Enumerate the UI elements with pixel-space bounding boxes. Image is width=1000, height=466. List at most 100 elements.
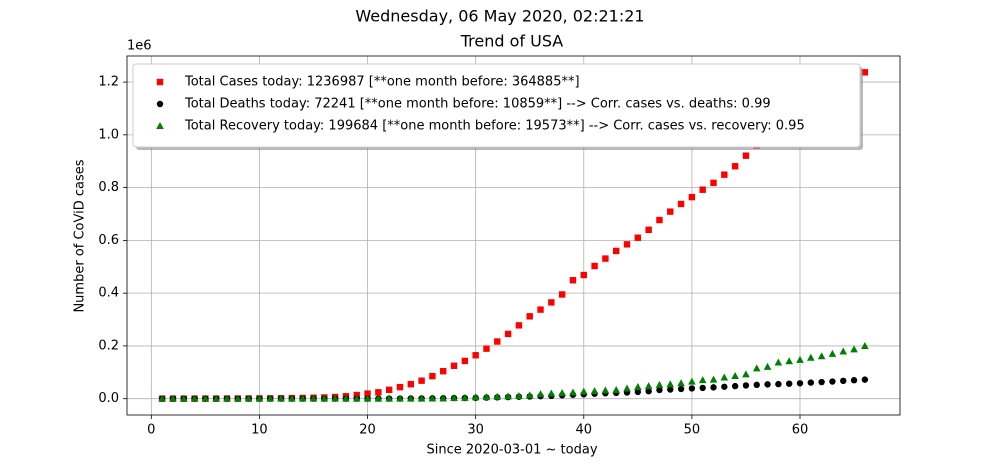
data-point bbox=[645, 387, 652, 395]
data-point bbox=[612, 385, 621, 393]
data-point bbox=[440, 368, 447, 375]
data-point bbox=[861, 376, 869, 383]
chart-title: Wednesday, 06 May 2020, 02:21:21 bbox=[355, 7, 644, 26]
data-point bbox=[558, 388, 566, 396]
data-point bbox=[461, 357, 469, 365]
x-tick-label: 10 bbox=[251, 423, 268, 438]
data-point bbox=[688, 385, 696, 392]
data-point bbox=[613, 247, 620, 255]
data-point bbox=[277, 394, 285, 402]
data-point bbox=[731, 372, 739, 380]
data-point bbox=[482, 393, 491, 401]
plot-frame bbox=[126, 55, 901, 416]
data-point bbox=[169, 394, 177, 402]
data-point bbox=[742, 370, 750, 378]
data-point bbox=[623, 241, 631, 248]
data-point bbox=[288, 394, 296, 402]
data-point bbox=[190, 394, 199, 402]
data-point bbox=[223, 394, 231, 402]
data-point bbox=[363, 394, 372, 402]
data-point bbox=[796, 380, 804, 387]
data-point bbox=[688, 377, 696, 385]
y-tick-label: 0.4 bbox=[98, 286, 119, 301]
data-point bbox=[417, 394, 426, 402]
data-point bbox=[829, 378, 836, 385]
data-point bbox=[667, 386, 674, 393]
data-point bbox=[320, 394, 329, 402]
data-point bbox=[342, 394, 350, 402]
x-tick-label: 50 bbox=[684, 423, 701, 438]
x-tick-label: 20 bbox=[359, 423, 376, 438]
data-point bbox=[752, 364, 761, 372]
data-point bbox=[839, 347, 848, 355]
data-point bbox=[850, 345, 858, 353]
data-point bbox=[364, 390, 371, 397]
data-point bbox=[731, 163, 739, 170]
data-point bbox=[591, 262, 598, 270]
data-point bbox=[418, 377, 425, 384]
data-point bbox=[656, 216, 663, 224]
data-point bbox=[179, 394, 188, 402]
data-point bbox=[721, 171, 728, 178]
data-point bbox=[666, 380, 675, 388]
legend bbox=[132, 63, 861, 148]
data-point bbox=[634, 388, 642, 396]
data-point bbox=[774, 358, 783, 366]
data-point bbox=[818, 378, 825, 386]
chart-subtitle: Trend of USA bbox=[460, 32, 564, 51]
data-point bbox=[375, 389, 382, 396]
data-point bbox=[158, 394, 166, 402]
data-point bbox=[461, 393, 469, 401]
y-tick-label: 0.8 bbox=[98, 180, 119, 195]
data-point bbox=[385, 394, 393, 402]
data-point bbox=[634, 234, 642, 241]
data-point bbox=[720, 373, 729, 381]
data-point bbox=[428, 394, 437, 402]
y-offset-label: 1e6 bbox=[127, 39, 152, 54]
x-axis-label: Since 2020-03-01 ~ today bbox=[426, 443, 597, 458]
data-point bbox=[807, 353, 815, 361]
data-point bbox=[385, 386, 393, 394]
data-point bbox=[407, 381, 414, 388]
data-point bbox=[439, 394, 448, 402]
data-point bbox=[548, 299, 555, 306]
data-point bbox=[234, 394, 242, 402]
data-point bbox=[255, 394, 264, 402]
data-point bbox=[515, 392, 523, 400]
data-point bbox=[579, 387, 588, 395]
legend-marker bbox=[156, 78, 164, 86]
legend-marker bbox=[156, 122, 164, 129]
data-point bbox=[537, 306, 544, 313]
data-point bbox=[644, 382, 653, 390]
data-point bbox=[677, 379, 685, 387]
x-tick-label: 0 bbox=[147, 423, 155, 438]
data-point bbox=[352, 394, 361, 402]
data-point bbox=[655, 380, 664, 388]
data-point bbox=[569, 388, 577, 396]
data-point bbox=[861, 69, 869, 76]
data-point bbox=[764, 381, 771, 388]
data-point bbox=[396, 394, 404, 402]
data-point bbox=[634, 382, 642, 390]
data-point bbox=[450, 393, 458, 401]
data-point bbox=[569, 277, 577, 284]
legend-label: Total Recovery today: 199684 [**one mont… bbox=[184, 119, 805, 134]
data-point bbox=[526, 313, 533, 320]
data-point bbox=[471, 393, 480, 401]
data-point bbox=[558, 291, 566, 298]
data-point bbox=[406, 394, 415, 402]
data-point bbox=[710, 179, 717, 187]
data-point bbox=[763, 362, 772, 370]
data-point bbox=[656, 386, 663, 394]
x-tick-label: 40 bbox=[575, 423, 592, 438]
data-point bbox=[472, 352, 479, 359]
data-point bbox=[201, 394, 210, 402]
data-point bbox=[525, 391, 534, 399]
data-point bbox=[623, 384, 631, 392]
data-point bbox=[483, 345, 490, 352]
data-point bbox=[667, 208, 674, 215]
data-point bbox=[775, 380, 782, 388]
data-point bbox=[602, 255, 609, 262]
data-point bbox=[493, 392, 502, 400]
